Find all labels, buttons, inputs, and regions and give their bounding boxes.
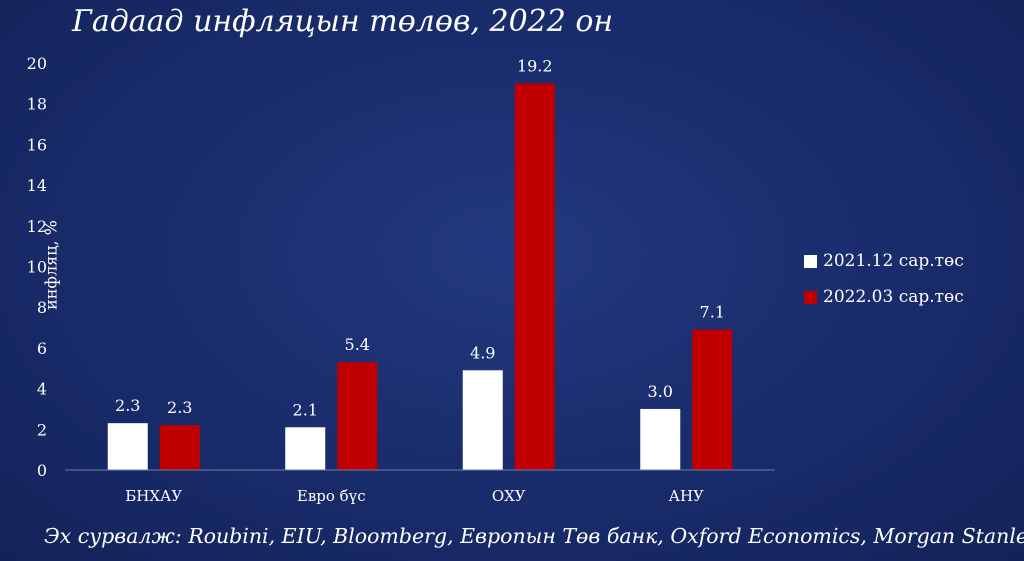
bar-1-1: [107, 423, 148, 470]
legend-label-series-1: 2021.12 сар.төс: [823, 251, 964, 271]
bar-1-2: [285, 427, 326, 470]
y-tick-label: 8: [37, 298, 47, 317]
chart-title: Гадаад инфляцын төлөв, 2022 он: [72, 4, 614, 39]
data-label-1-1: 2.3: [115, 396, 140, 415]
bar-2-3: [514, 83, 555, 470]
data-label-1-2: 2.1: [293, 400, 318, 419]
x-tick-label: Евро бүс: [297, 487, 366, 505]
x-tick-label: АНУ: [669, 487, 704, 505]
bar-2-4: [692, 329, 733, 470]
y-tick-label: 12: [27, 217, 47, 236]
data-label-2-1: 2.3: [167, 398, 192, 417]
x-tick-label: БНХАУ: [125, 487, 182, 505]
y-tick-label: 0: [37, 461, 47, 480]
x-tick-label: ОХУ: [492, 487, 526, 505]
legend: 2021.12 сар.төс 2022.03 сар.төс: [804, 250, 964, 322]
bar-2-1: [159, 425, 200, 470]
source-note: Эх сурвалж: Roubini, EIU, Bloomberg, Евр…: [44, 524, 1024, 548]
data-labels: 2.3 2.3 2.1 5.4 4.9 19.2 3.0 7.1: [115, 56, 725, 419]
legend-swatch-series-2: [804, 290, 817, 304]
y-tick-label: 16: [27, 135, 47, 154]
legend-item-series-1: 2021.12 сар.төс: [804, 250, 964, 272]
y-tick-label: 10: [27, 258, 47, 277]
bar-2-2: [337, 362, 378, 470]
data-label-1-3: 4.9: [470, 343, 495, 362]
y-tick-label: 14: [27, 176, 47, 195]
y-tick-label: 20: [27, 54, 47, 73]
y-tick-label: 2: [37, 420, 47, 439]
bar-1-4: [640, 408, 681, 470]
data-label-2-2: 5.4: [345, 335, 370, 354]
legend-item-series-2: 2022.03 сар.төс: [804, 286, 964, 308]
legend-label-series-2: 2022.03 сар.төс: [823, 287, 964, 307]
bar-1-3: [462, 370, 503, 470]
y-tick-label: 6: [37, 339, 47, 358]
legend-swatch-series-1: [804, 254, 817, 268]
y-axis-ticks: 0 2 4 6 8 10 12 14 16 18 20: [27, 54, 47, 480]
y-tick-label: 18: [27, 95, 47, 114]
data-label-2-3: 19.2: [517, 56, 553, 75]
data-label-2-4: 7.1: [700, 303, 725, 322]
x-axis-ticks: БНХАУ Евро бүс ОХУ АНУ: [125, 487, 704, 505]
y-tick-label: 4: [37, 380, 47, 399]
data-label-1-4: 3.0: [648, 382, 673, 401]
bars: [107, 83, 733, 470]
